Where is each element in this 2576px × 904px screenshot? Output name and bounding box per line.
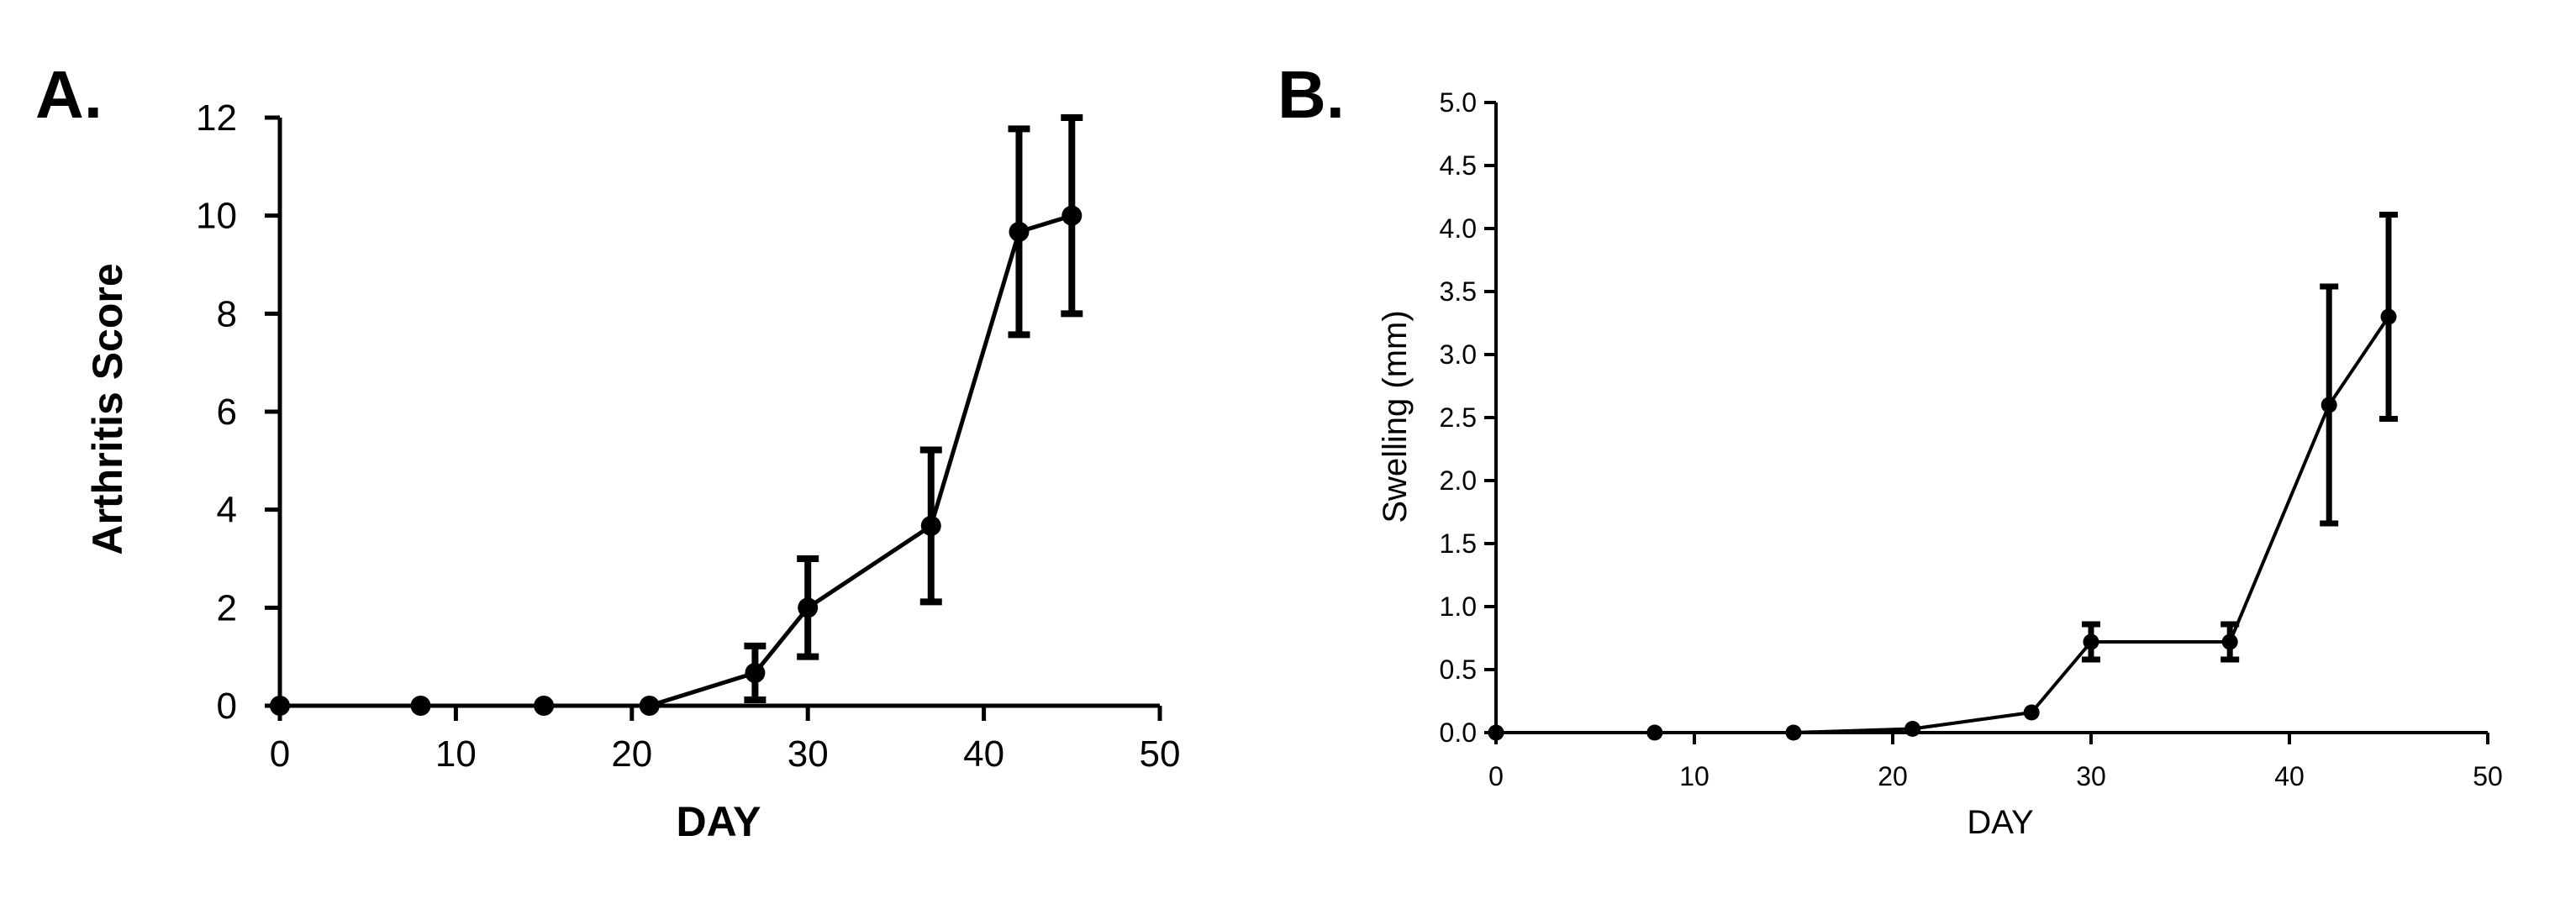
data-point-b <box>2321 397 2337 413</box>
data-point-b <box>2380 308 2397 325</box>
y-tick-label-a: 10 <box>196 196 237 237</box>
data-point-a <box>920 515 941 536</box>
y-tick-label-b: 3.5 <box>1440 276 1477 307</box>
y-tick-label-a: 8 <box>217 293 237 334</box>
data-point-a <box>1009 221 1030 242</box>
x-tick-label-b: 20 <box>1878 761 1908 791</box>
x-tick-label-a: 30 <box>788 733 829 775</box>
x-tick-label-b: 50 <box>2473 761 2503 791</box>
y-tick-label-b: 3.0 <box>1440 339 1477 370</box>
x-tick-label-b: 40 <box>2274 761 2305 791</box>
y-tick-label-b: 1.5 <box>1440 528 1477 559</box>
y-tick-label-b: 4.5 <box>1440 150 1477 181</box>
panel-label-b: B. <box>1277 57 1345 132</box>
data-point-a <box>1061 205 1083 226</box>
y-tick-label-a: 6 <box>217 392 237 433</box>
y-tick-label-b: 0.0 <box>1440 717 1477 748</box>
panel-label-a: A. <box>35 57 103 132</box>
panel-a: A. Arthritis Score DAY 0 10 20 30 40 50 0 2 4 6 8 1… <box>35 57 1180 845</box>
data-point-b <box>1488 724 1504 741</box>
x-tick-label-a: 10 <box>435 733 477 775</box>
y-tick-label-a: 2 <box>217 587 237 628</box>
data-point-b <box>1785 724 1802 741</box>
y-tick-label-b: 1.0 <box>1440 591 1477 622</box>
data-point-a <box>639 696 660 716</box>
y-axis-title-b: Swelling (mm) <box>1377 310 1414 523</box>
series-line-b <box>1496 315 2390 734</box>
data-point-a <box>270 696 290 716</box>
data-point-a <box>534 696 555 716</box>
panel-b: B. Swelling (mm) DAY 0 10 20 30 40 50 0.0 0.5 1.… <box>1277 57 2503 841</box>
data-point-a <box>798 597 819 618</box>
x-tick-label-a: 0 <box>270 733 290 775</box>
data-point-b <box>2083 633 2099 650</box>
series-line-a <box>280 213 1073 708</box>
x-tick-label-a: 20 <box>611 733 652 775</box>
x-axis-title-b: DAY <box>1967 804 2033 841</box>
y-tick-label-b: 5.0 <box>1440 87 1477 118</box>
y-axis-title-a: Arthritis Score <box>84 263 131 554</box>
x-tick-label-a: 40 <box>963 733 1004 775</box>
y-tick-label-a: 0 <box>217 686 237 727</box>
data-point-a <box>410 696 431 716</box>
data-point-a <box>745 662 766 683</box>
y-tick-label-a: 4 <box>217 490 237 531</box>
y-tick-label-b: 2.5 <box>1440 402 1477 433</box>
y-tick-label-b: 2.0 <box>1440 465 1477 496</box>
x-tick-label-b: 30 <box>2076 761 2106 791</box>
data-point-b <box>2221 633 2238 650</box>
data-point-b <box>1904 721 1921 737</box>
data-point-b <box>2023 704 2040 721</box>
x-tick-label-b: 0 <box>1488 761 1504 791</box>
data-point-b <box>1646 724 1663 741</box>
x-axis-title-a: DAY <box>677 798 761 845</box>
y-tick-label-b: 4.0 <box>1440 213 1477 244</box>
x-tick-label-a: 50 <box>1140 733 1181 775</box>
y-tick-label-a: 12 <box>196 97 237 139</box>
x-tick-label-b: 10 <box>1679 761 1709 791</box>
y-tick-label-b: 0.5 <box>1440 654 1477 685</box>
